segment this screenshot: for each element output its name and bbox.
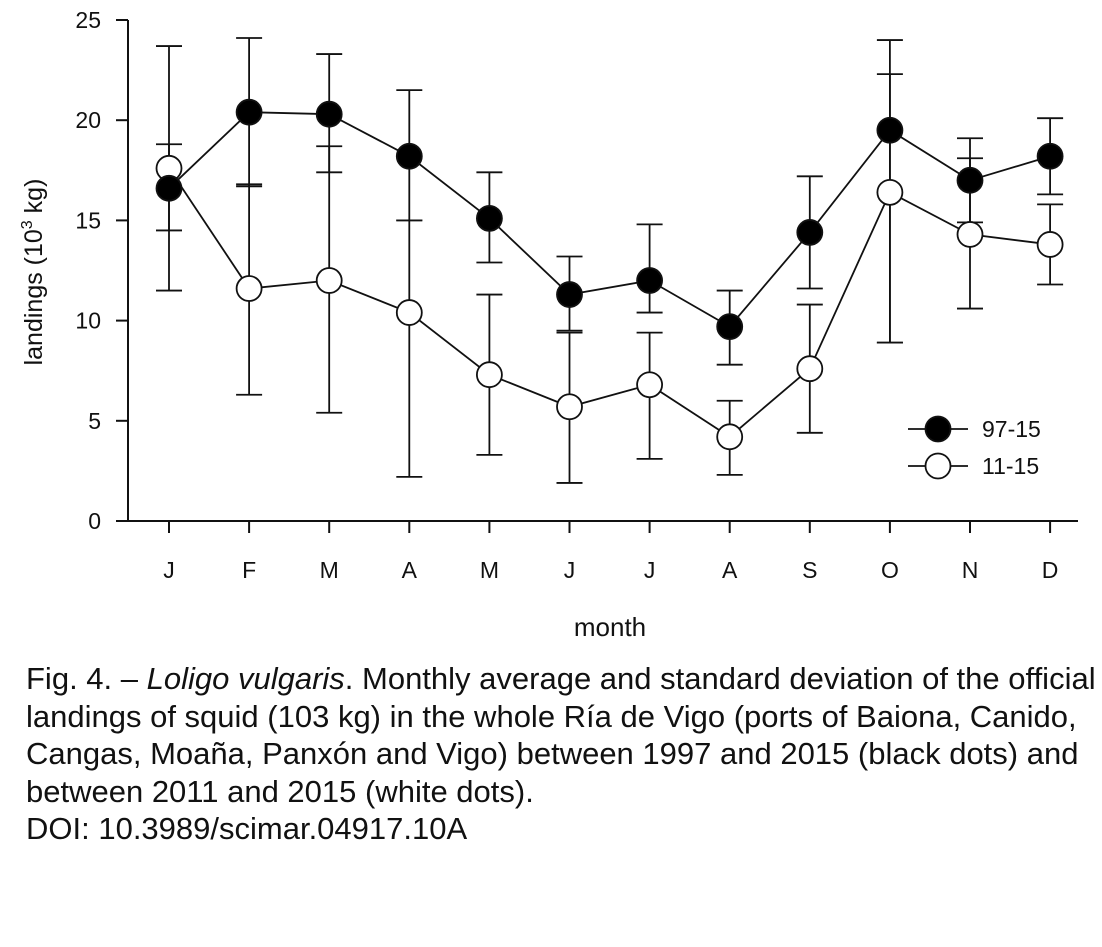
data-point-11-15: [716, 423, 744, 451]
data-point-97-15: [475, 204, 503, 232]
series-line-11-15: [168, 167, 1051, 438]
data-point-97-15: [796, 219, 824, 246]
x-tick-label: D: [1042, 557, 1059, 583]
legend-label-97-15: 97-15: [982, 416, 1041, 442]
error-bars: [156, 37, 1064, 484]
x-tick-label: O: [881, 557, 899, 583]
series-line-97-15: [168, 111, 1051, 328]
y-tick-label: 15: [75, 207, 101, 233]
caption-body: . Monthly average and standard deviation…: [26, 661, 1096, 809]
y-tick-label: 0: [88, 508, 101, 534]
y-tick-label: 20: [75, 107, 101, 133]
data-point-97-15: [636, 267, 663, 294]
data-point-97-15: [235, 98, 263, 126]
y-ticks: 0 5 10 15 20 25: [75, 7, 128, 534]
x-tick-label: A: [402, 557, 418, 583]
y-tick-label: 5: [88, 408, 101, 434]
data-point-11-15: [556, 393, 583, 421]
x-tick-label: A: [722, 557, 738, 583]
data-point-11-15: [796, 355, 824, 383]
legend: 97-15 11-15: [908, 415, 1041, 480]
y-tick-label: 25: [75, 7, 101, 33]
legend-label-11-15: 11-15: [982, 453, 1039, 479]
series-points: [155, 98, 1064, 451]
data-point-97-15: [876, 116, 904, 144]
x-tick-label: J: [163, 557, 175, 583]
x-tick-label: J: [564, 557, 576, 583]
caption-prefix: Fig. 4. –: [26, 661, 147, 696]
legend-marker-11-15: [924, 452, 952, 480]
data-point-97-15: [716, 313, 744, 341]
series-lines: [168, 111, 1051, 438]
data-point-97-15: [956, 166, 984, 194]
data-point-97-15: [556, 281, 583, 308]
data-point-11-15: [956, 221, 984, 248]
data-point-11-15: [475, 361, 503, 389]
chart: 0 5 10 15 20 25 J F M A M J J A S O N D landings (103 kg…: [19, 7, 1078, 642]
caption-species: Loligo vulgaris: [146, 661, 345, 696]
caption-text: Fig. 4. – Loligo vulgaris. Monthly avera…: [26, 660, 1096, 810]
legend-marker-97-15: [924, 415, 952, 443]
data-point-11-15: [395, 299, 423, 326]
data-point-11-15: [636, 371, 663, 399]
x-tick-label: F: [242, 557, 256, 583]
x-tick-label: M: [480, 557, 499, 583]
y-axis-label-tail: kg): [20, 179, 48, 221]
data-point-11-15: [315, 267, 343, 294]
data-point-97-15: [155, 174, 183, 202]
data-point-97-15: [1036, 142, 1064, 170]
data-point-97-15: [315, 100, 343, 128]
x-axis-label: month: [574, 612, 646, 642]
data-point-11-15: [235, 275, 263, 302]
x-tick-label: N: [962, 557, 979, 583]
x-tick-label: M: [320, 557, 339, 583]
x-tick-label: S: [802, 557, 817, 583]
y-axis-label-main: landings (10: [20, 229, 48, 365]
data-point-11-15: [876, 178, 904, 206]
x-tick-label: J: [644, 557, 656, 583]
y-tick-label: 10: [75, 308, 101, 334]
figure-caption: Fig. 4. – Loligo vulgaris. Monthly avera…: [26, 660, 1096, 848]
data-point-97-15: [395, 142, 423, 170]
y-axis-label-superscript: 3: [19, 220, 36, 229]
y-axis-label: landings (103 kg): [19, 179, 48, 366]
axes: [127, 20, 1078, 522]
caption-doi: DOI: 10.3989/scimar.04917.10A: [26, 811, 468, 846]
data-point-11-15: [1036, 231, 1064, 258]
